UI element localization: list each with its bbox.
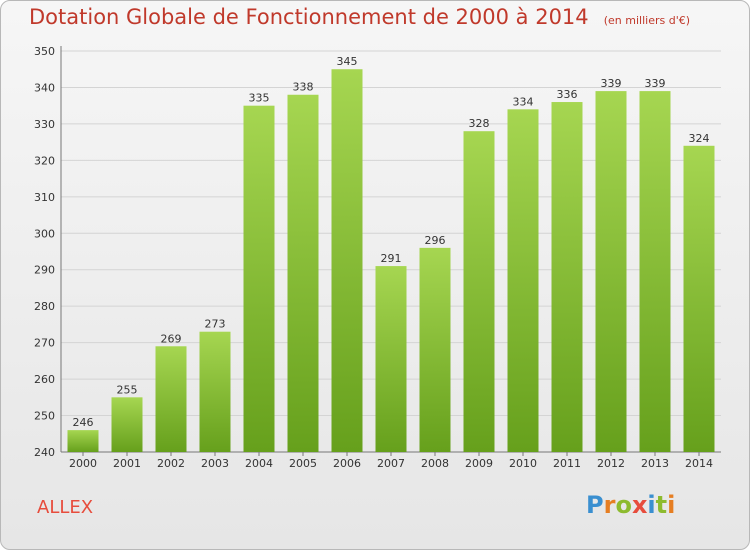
- y-tick-label: 260: [34, 373, 55, 386]
- title-unit-note: (en milliers d'€): [603, 14, 691, 27]
- data-label: 339: [601, 77, 622, 90]
- y-tick-label: 310: [34, 191, 55, 204]
- bar: [199, 331, 231, 452]
- y-tick-label: 350: [34, 45, 55, 58]
- y-tick-label: 280: [34, 300, 55, 313]
- bar: [331, 69, 363, 453]
- data-label: 291: [381, 252, 402, 265]
- x-tick-label: 2010: [509, 457, 537, 470]
- bar: [375, 266, 407, 452]
- y-tick-label: 320: [34, 154, 55, 167]
- data-label: 336: [557, 88, 578, 101]
- title-main: Dotation Globale de Fonctionnement de 20…: [29, 5, 589, 29]
- x-tick-label: 2008: [421, 457, 449, 470]
- bar: [287, 94, 319, 452]
- y-tick-label: 240: [34, 446, 55, 459]
- y-tick-label: 250: [34, 410, 55, 423]
- data-label: 339: [645, 77, 666, 90]
- data-label: 334: [513, 95, 534, 108]
- data-label: 273: [205, 318, 226, 331]
- x-tick-label: 2000: [69, 457, 97, 470]
- data-label: 255: [117, 383, 138, 396]
- x-tick-label: 2014: [685, 457, 713, 470]
- commune-name: ALLEX: [37, 497, 94, 518]
- x-tick-label: 2001: [113, 457, 141, 470]
- bar: [67, 430, 99, 452]
- bar: [683, 145, 715, 453]
- data-label: 269: [161, 332, 182, 345]
- y-tick-label: 330: [34, 118, 55, 131]
- bar: [243, 105, 275, 452]
- chart-title: Dotation Globale de Fonctionnement de 20…: [29, 5, 690, 29]
- data-label: 328: [469, 117, 490, 130]
- x-tick-label: 2002: [157, 457, 185, 470]
- data-label: 345: [337, 55, 358, 68]
- x-tick-label: 2009: [465, 457, 493, 470]
- bar: [639, 91, 671, 452]
- y-tick-label: 300: [34, 227, 55, 240]
- bar: [155, 346, 187, 452]
- x-tick-label: 2013: [641, 457, 669, 470]
- bar: [463, 131, 495, 452]
- bar: [111, 397, 143, 452]
- bars: [67, 69, 715, 453]
- x-tick-label: 2005: [289, 457, 317, 470]
- data-label: 338: [293, 81, 314, 94]
- data-label: 296: [425, 234, 446, 247]
- y-tick-label: 340: [34, 81, 55, 94]
- bar: [551, 102, 583, 452]
- x-tick-label: 2007: [377, 457, 405, 470]
- data-label: 335: [249, 92, 270, 105]
- x-tick-label: 2004: [245, 457, 273, 470]
- y-tick-label: 290: [34, 264, 55, 277]
- x-tick-label: 2006: [333, 457, 361, 470]
- x-tick-label: 2011: [553, 457, 581, 470]
- x-tick-label: 2012: [597, 457, 625, 470]
- data-label: 246: [73, 416, 94, 429]
- bar: [419, 247, 451, 452]
- value-labels: 246 255 269 273 335 338 345 291 296 328 334 336 339 3…: [73, 55, 710, 429]
- proxiti-logo: Proxiti: [586, 491, 676, 519]
- data-label: 324: [689, 132, 710, 145]
- y-tick-label: 270: [34, 337, 55, 350]
- x-tick-label: 2003: [201, 457, 229, 470]
- bar: [595, 91, 627, 452]
- bar: [507, 109, 539, 452]
